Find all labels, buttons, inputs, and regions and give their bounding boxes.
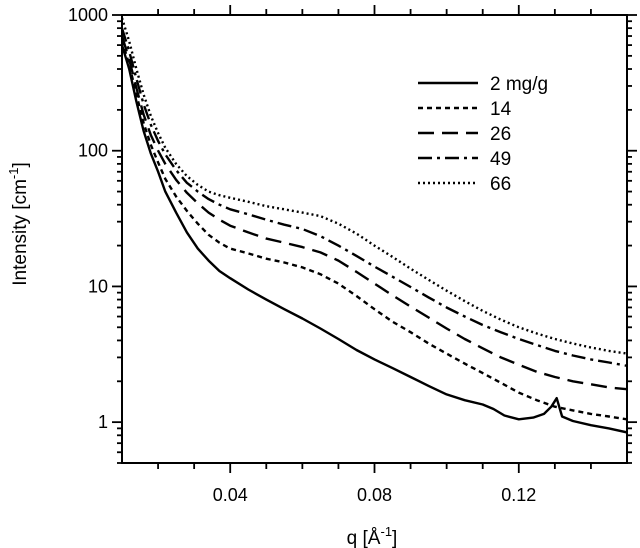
legend-label-5: 66 xyxy=(490,174,511,195)
x-tick-label: 0.08 xyxy=(357,485,392,505)
x-tick-label: 0.12 xyxy=(501,485,536,505)
legend-label-2: 14 xyxy=(490,99,512,120)
y-tick-label: 1 xyxy=(98,412,108,432)
plot-area xyxy=(121,14,628,464)
series-line-3 xyxy=(122,35,627,391)
x-axis: 0.04 0.08 0.12 xyxy=(157,5,592,505)
x-tick-label: 0.04 xyxy=(213,485,248,505)
y-tick-label: 1000 xyxy=(68,5,108,25)
plot-frame xyxy=(121,14,628,464)
series-line-1 xyxy=(122,44,627,434)
series-line-4 xyxy=(122,27,627,367)
y-axis: 1 10 100 1000 xyxy=(68,5,637,464)
series-line-5 xyxy=(122,17,627,355)
y-tick-label: 100 xyxy=(78,141,108,161)
legend-label-4: 49 xyxy=(490,149,511,170)
legend: 2 mg/g 14 26 49 66 xyxy=(418,74,548,195)
y-axis-label: Intensity [cm-1] xyxy=(6,162,31,286)
legend-label-1: 2 mg/g xyxy=(490,74,548,95)
y-tick-label: 10 xyxy=(88,276,108,296)
legend-label-3: 26 xyxy=(490,124,511,145)
x-axis-label: q [Å-1] xyxy=(347,524,398,548)
series-line-2 xyxy=(122,40,627,421)
